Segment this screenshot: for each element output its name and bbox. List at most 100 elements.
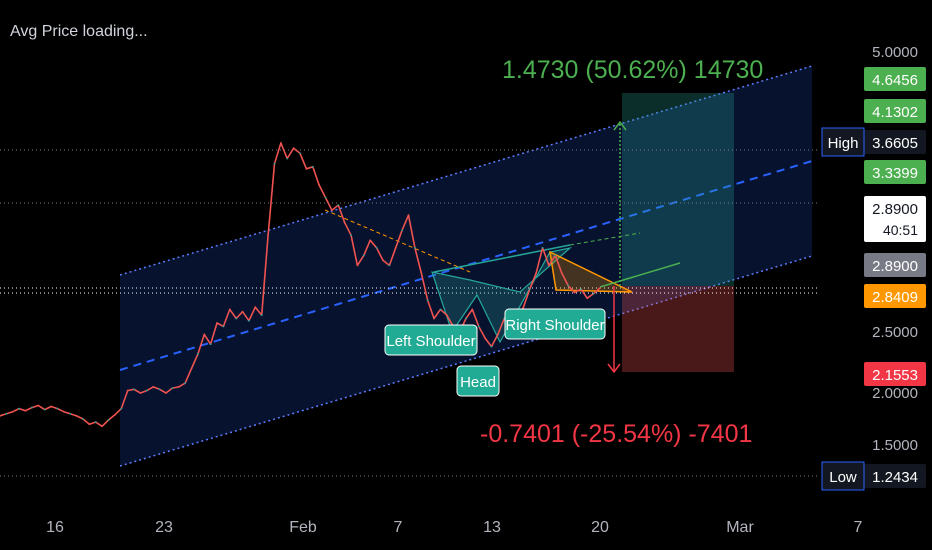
series-point bbox=[528, 288, 531, 291]
series-point bbox=[145, 389, 148, 392]
series-point bbox=[490, 345, 493, 348]
series-point bbox=[337, 204, 340, 207]
series-point bbox=[541, 246, 544, 249]
avg-price-label: Avg Price loading... bbox=[10, 23, 148, 40]
price-label-tag: Low bbox=[829, 469, 857, 486]
series-point bbox=[286, 157, 289, 160]
series-point bbox=[369, 239, 372, 242]
series-point bbox=[318, 184, 321, 186]
neckline bbox=[433, 244, 571, 273]
projection-dash bbox=[569, 232, 641, 246]
series-point bbox=[209, 343, 212, 346]
series-point bbox=[62, 410, 65, 413]
series-point bbox=[356, 264, 359, 267]
series-point bbox=[343, 221, 346, 224]
series-point bbox=[535, 272, 538, 274]
series-point bbox=[69, 412, 72, 415]
series-point bbox=[216, 322, 218, 324]
series-point bbox=[331, 209, 333, 212]
price-label-value: 2.8900 bbox=[872, 201, 918, 218]
series-point bbox=[11, 410, 14, 413]
price-label: 2.8900 bbox=[864, 253, 926, 277]
series-point bbox=[107, 419, 110, 421]
right-shoulder-badge: Right Shoulder bbox=[504, 308, 606, 340]
series-point bbox=[433, 317, 435, 320]
series-point bbox=[592, 292, 595, 295]
right-shoulder-label: Right Shoulder bbox=[505, 317, 604, 334]
stop-arrow-head bbox=[607, 363, 621, 374]
stop-label: -0.7401 (-25.54%) -7401 bbox=[480, 420, 752, 448]
y-tick-label: 2.5000 bbox=[872, 324, 918, 341]
series-point bbox=[496, 333, 499, 336]
channel-bottom-line bbox=[119, 255, 813, 467]
series-point bbox=[248, 319, 250, 322]
x-tick-label: 7 bbox=[854, 519, 863, 536]
series-point bbox=[273, 162, 276, 165]
price-label: 2.1553 bbox=[864, 362, 926, 386]
series-point bbox=[579, 288, 582, 291]
series-point bbox=[177, 386, 180, 388]
x-tick-label: 7 bbox=[394, 519, 403, 536]
target-zone bbox=[622, 93, 734, 286]
x-tick-label: Mar bbox=[726, 519, 754, 536]
series-point bbox=[120, 407, 123, 410]
series-point bbox=[324, 196, 327, 199]
series-point bbox=[471, 308, 474, 311]
series-point bbox=[445, 314, 448, 316]
series-point bbox=[171, 387, 174, 390]
price-label: 4.1302 bbox=[864, 99, 926, 123]
price-label-value: 3.3399 bbox=[872, 165, 918, 182]
series-point bbox=[56, 407, 59, 410]
head-label: Head bbox=[460, 374, 496, 391]
triangle-pattern bbox=[549, 250, 633, 293]
price-label-value: 4.1302 bbox=[872, 104, 918, 121]
series-point bbox=[599, 287, 601, 289]
y-tick-label: 1.5000 bbox=[872, 437, 918, 454]
series-point bbox=[548, 264, 550, 267]
price-label: 3.6605 High bbox=[821, 127, 926, 157]
series-point bbox=[101, 425, 104, 428]
series-point bbox=[560, 272, 563, 274]
price-label-countdown: 40:51 bbox=[883, 222, 918, 238]
x-tick-label: 16 bbox=[46, 519, 64, 536]
series-point bbox=[305, 167, 308, 170]
price-label: 3.3399 bbox=[864, 160, 926, 184]
series-point bbox=[375, 246, 378, 249]
series-point bbox=[299, 152, 301, 155]
series-point bbox=[484, 337, 487, 339]
x-tick-label: 13 bbox=[483, 519, 501, 536]
series-point bbox=[5, 412, 8, 415]
series-point bbox=[228, 308, 231, 311]
projection-line bbox=[599, 262, 681, 288]
series-point bbox=[439, 308, 442, 311]
x-tick-label: Feb bbox=[289, 519, 317, 536]
series-point bbox=[573, 291, 576, 294]
price-label-value: 4.6456 bbox=[872, 72, 918, 89]
price-label: 1.2434 Low bbox=[821, 461, 926, 491]
price-scale: 4.64564.13023.6605High3.33992.890040:512… bbox=[821, 67, 926, 491]
series-point bbox=[43, 408, 46, 411]
left-shoulder-label: Left Shoulder bbox=[386, 333, 475, 350]
price-label: 2.8900 40:51 bbox=[864, 196, 926, 242]
series-point bbox=[82, 418, 84, 420]
series-point bbox=[75, 414, 78, 417]
series-point bbox=[554, 254, 557, 257]
series-point bbox=[426, 299, 429, 302]
series-point bbox=[586, 297, 589, 300]
series-point bbox=[133, 388, 135, 391]
target-arrow-head bbox=[613, 120, 627, 131]
channel-top-line bbox=[119, 65, 813, 276]
price-label-value: 2.8409 bbox=[872, 289, 918, 306]
series-point bbox=[267, 234, 269, 237]
left-shoulder-badge: Left Shoulder bbox=[384, 324, 478, 356]
series-point bbox=[126, 389, 129, 392]
series-point bbox=[567, 284, 569, 287]
series-point bbox=[50, 405, 52, 408]
series-point bbox=[37, 404, 40, 407]
series-point bbox=[407, 214, 410, 217]
series-point bbox=[522, 306, 525, 309]
price-label-value: 1.2434 bbox=[872, 469, 918, 486]
series-point bbox=[382, 259, 384, 262]
